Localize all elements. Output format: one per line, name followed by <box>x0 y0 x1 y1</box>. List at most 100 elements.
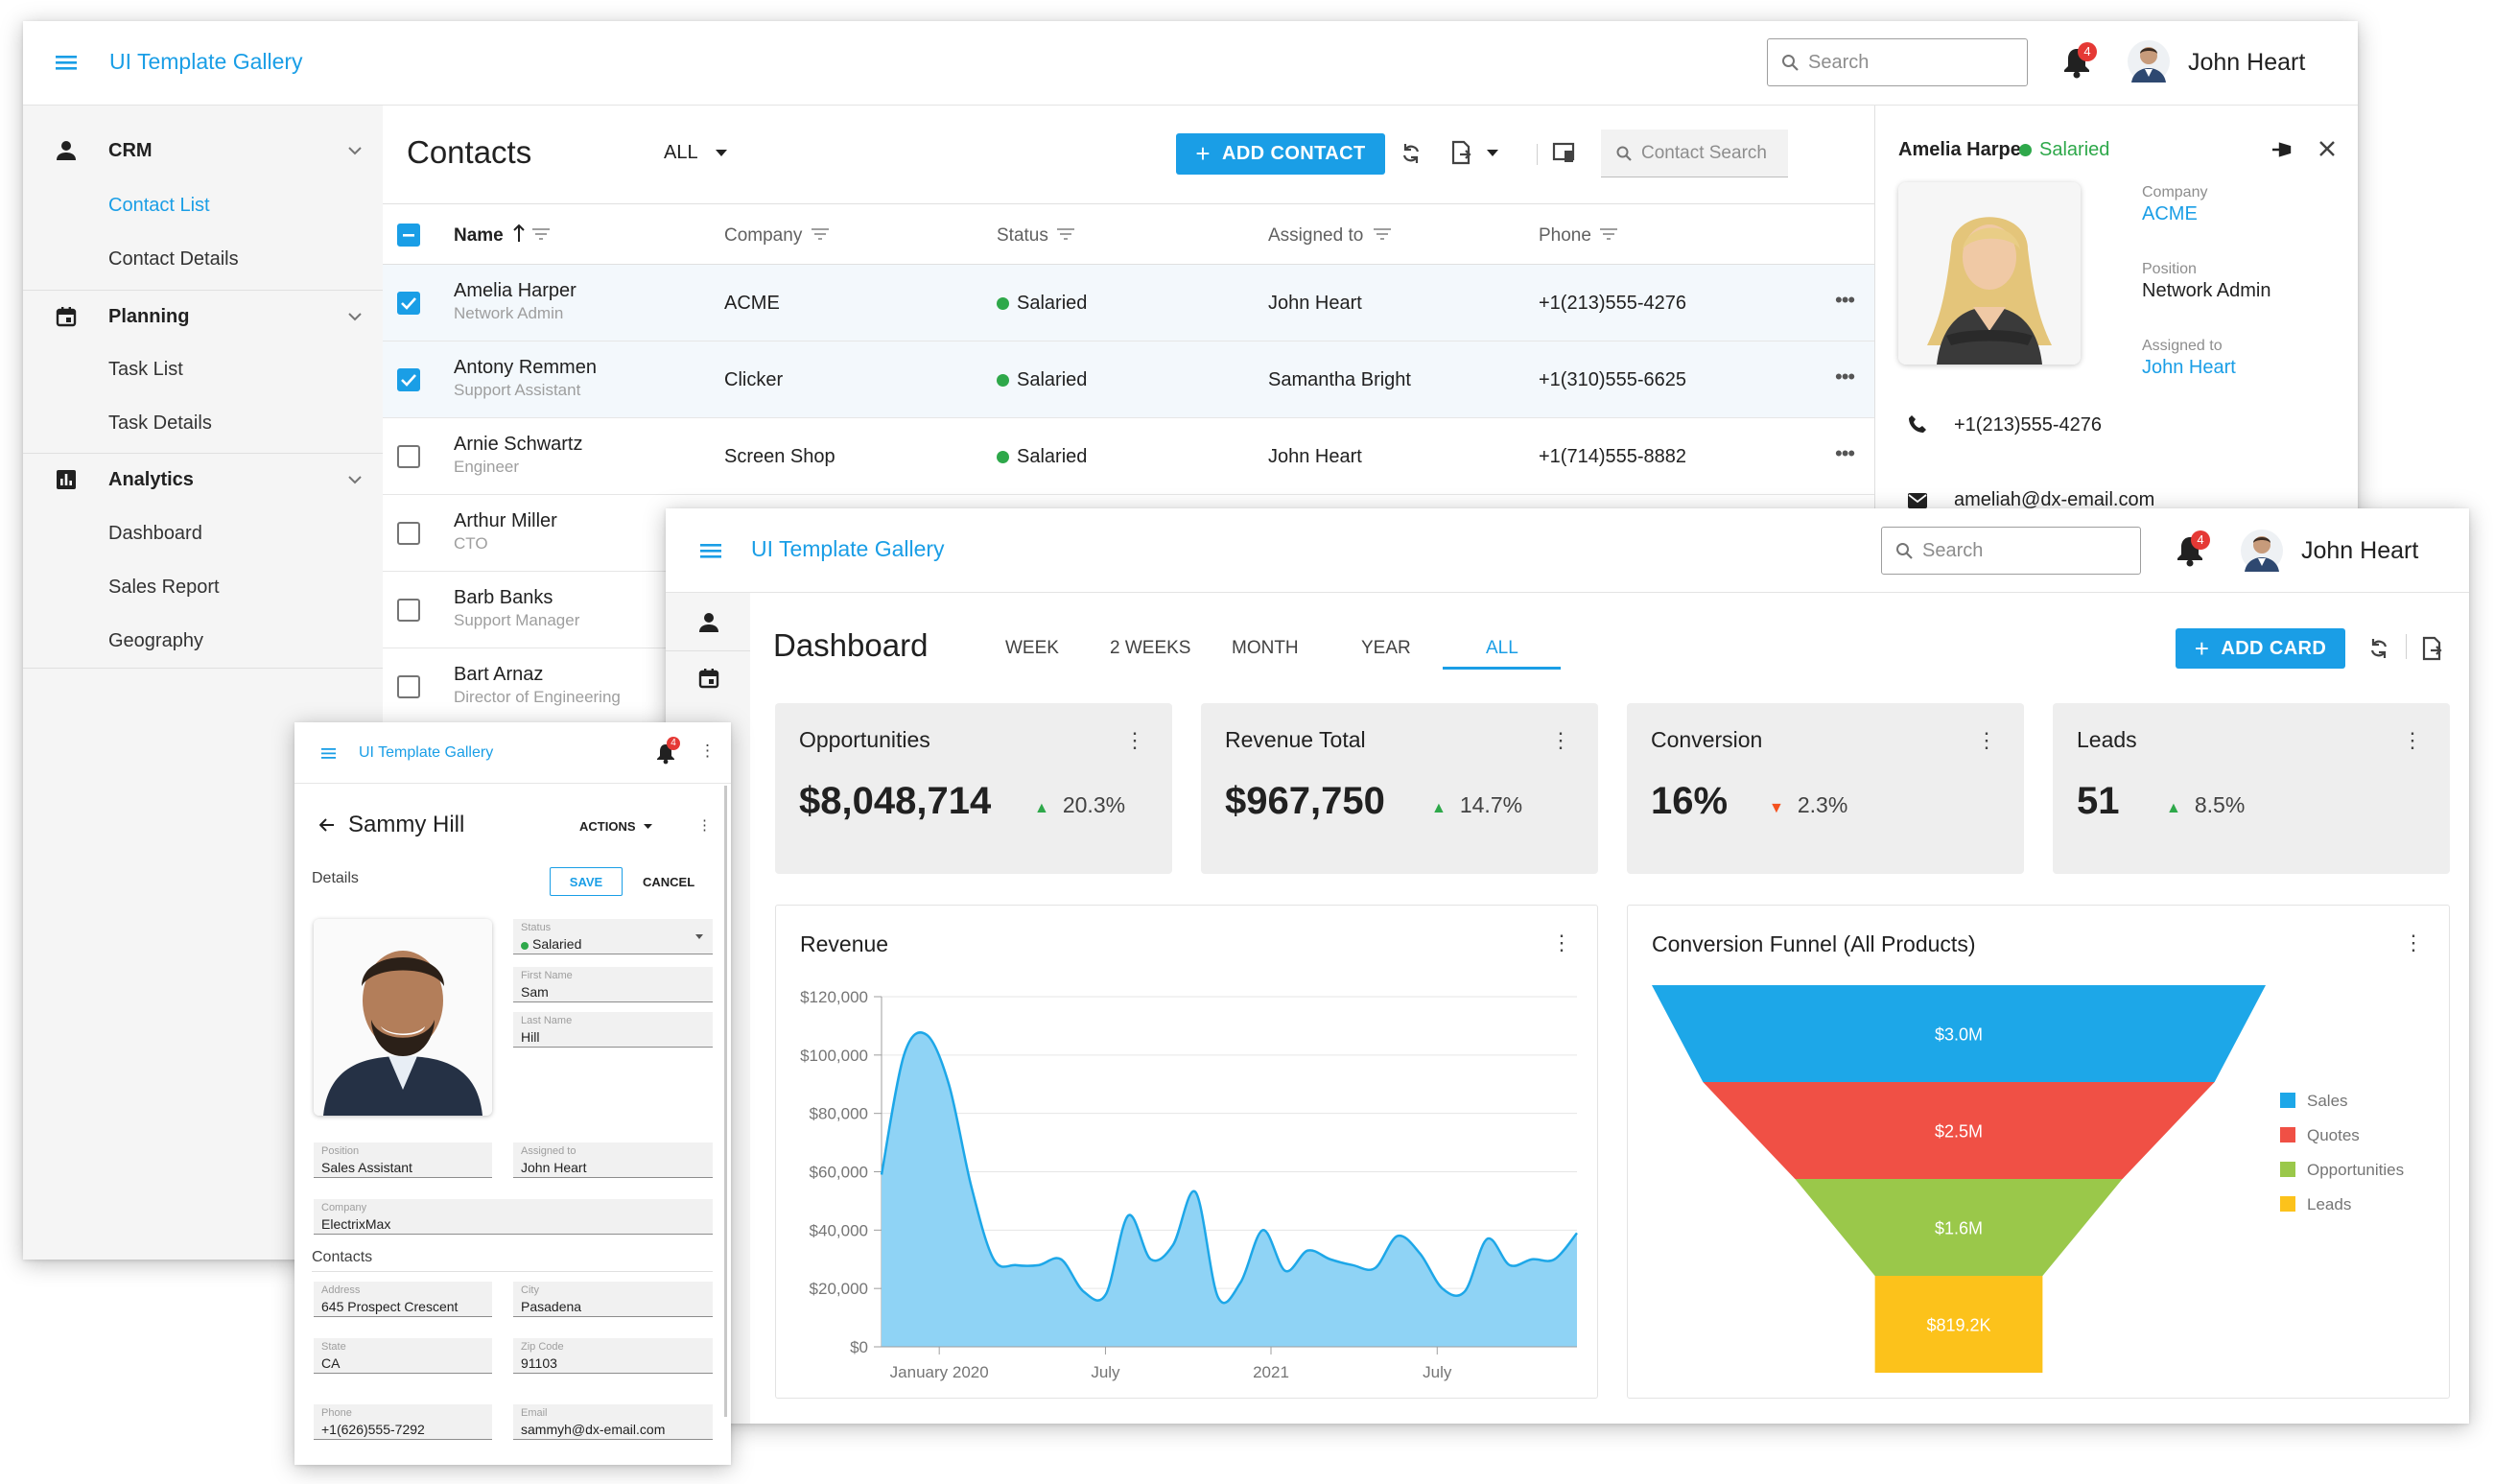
kpi-card-opportunities[interactable]: Opportunities ⋮ $8,048,714 ▲ 20.3% <box>775 703 1172 874</box>
tab-year[interactable]: YEAR <box>1361 638 1411 658</box>
refresh-icon[interactable] <box>2368 638 2389 659</box>
tab-week[interactable]: WEEK <box>1005 638 1059 658</box>
filter-icon[interactable] <box>1374 228 1391 240</box>
assigned-link[interactable]: John Heart <box>2142 357 2236 378</box>
more-horizontal-icon[interactable]: ••• <box>1835 365 1855 389</box>
state-field[interactable]: State CA <box>314 1338 492 1374</box>
user-name[interactable]: John Heart <box>2301 537 2419 564</box>
row-checkbox[interactable] <box>397 522 420 545</box>
more-vertical-icon[interactable]: ⋮ <box>1976 728 1997 752</box>
save-button[interactable]: SAVE <box>550 867 623 896</box>
panel-phone[interactable]: +1(213)555-4276 <box>1954 414 2103 436</box>
filter-icon[interactable] <box>532 228 550 240</box>
menu-icon[interactable] <box>321 747 336 760</box>
row-checkbox[interactable] <box>397 368 420 391</box>
actions-dropdown[interactable]: ACTIONS <box>579 819 652 834</box>
company-field[interactable]: Company ElectrixMax <box>314 1199 713 1235</box>
row-checkbox[interactable] <box>397 445 420 468</box>
filter-icon[interactable] <box>1057 228 1074 240</box>
kpi-card-leads[interactable]: Leads ⋮ 51 ▲ 8.5% <box>2053 703 2450 874</box>
address-field[interactable]: Address 645 Prospect Crescent <box>314 1282 492 1317</box>
column-header-phone[interactable]: Phone <box>1539 225 1591 246</box>
funnel-value-label: $1.6M <box>1935 1219 1983 1238</box>
assigned-field[interactable]: Assigned to John Heart <box>513 1142 713 1178</box>
calendar-icon[interactable] <box>698 668 719 689</box>
add-contact-button[interactable]: + ADD CONTACT <box>1176 133 1385 175</box>
more-vertical-icon[interactable]: ⋮ <box>2402 728 2423 752</box>
funnel-value-label: $3.0M <box>1935 1025 1983 1045</box>
last-name-field[interactable]: Last Name Hill <box>513 1012 713 1048</box>
sidebar-item-contact-list[interactable]: Contact List <box>108 195 210 216</box>
more-vertical-icon[interactable]: ⋮ <box>699 742 716 760</box>
sidebar-item-dashboard[interactable]: Dashboard <box>108 523 202 544</box>
more-vertical-icon[interactable]: ⋮ <box>1550 728 1571 752</box>
kpi-card-revenue-total[interactable]: Revenue Total ⋮ $967,750 ▲ 14.7% <box>1201 703 1598 874</box>
more-vertical-icon[interactable]: ⋮ <box>1124 728 1145 752</box>
tab-month[interactable]: MONTH <box>1232 638 1299 658</box>
sidebar-group-crm[interactable]: CRM <box>23 125 383 177</box>
column-header-name[interactable]: Name <box>454 225 504 246</box>
email-field[interactable]: Email sammyh@dx-email.com <box>513 1404 713 1440</box>
filter-dropdown[interactable]: ALL <box>664 142 727 164</box>
table-row[interactable]: Arnie Schwartz Engineer Screen Shop Sala… <box>383 418 1874 495</box>
row-checkbox[interactable] <box>397 599 420 622</box>
column-chooser-icon[interactable] <box>1552 141 1575 164</box>
column-header-status[interactable]: Status <box>997 225 1048 246</box>
row-checkbox[interactable] <box>397 292 420 315</box>
sort-up-icon[interactable] <box>512 223 526 244</box>
contact-search-input[interactable]: Contact Search <box>1601 130 1788 177</box>
more-horizontal-icon[interactable]: ••• <box>1835 441 1855 465</box>
user-name[interactable]: John Heart <box>2188 49 2306 76</box>
export-icon[interactable] <box>2421 636 2442 661</box>
kpi-card-conversion[interactable]: Conversion ⋮ 16% ▼ 2.3% <box>1627 703 2024 874</box>
refresh-icon[interactable] <box>1400 143 1422 164</box>
sidebar-item-task-list[interactable]: Task List <box>108 359 183 380</box>
search-input[interactable]: Search <box>1881 527 2141 575</box>
panel-email[interactable]: ameliah@dx-email.com <box>1954 489 2155 510</box>
filter-icon[interactable] <box>1600 228 1617 240</box>
sidebar-item-task-details[interactable]: Task Details <box>108 412 212 434</box>
city-field[interactable]: City Pasadena <box>513 1282 713 1317</box>
more-horizontal-icon[interactable]: ••• <box>1835 288 1855 312</box>
person-icon[interactable] <box>698 612 719 633</box>
row-checkbox[interactable] <box>397 675 420 698</box>
position-field[interactable]: Position Sales Assistant <box>314 1142 492 1178</box>
company-link[interactable]: ACME <box>2142 203 2198 224</box>
more-vertical-icon[interactable]: ⋮ <box>1551 930 1572 954</box>
table-row[interactable]: Antony Remmen Support Assistant Clicker … <box>383 342 1874 418</box>
column-header-company[interactable]: Company <box>724 225 803 246</box>
sidebar-group-analytics[interactable]: Analytics <box>23 454 383 506</box>
menu-icon[interactable] <box>56 53 77 72</box>
select-all-checkbox[interactable] <box>397 224 420 247</box>
sidebar-group-planning[interactable]: Planning <box>23 291 383 343</box>
table-row[interactable]: Amelia Harper Network Admin ACME Salarie… <box>383 265 1874 342</box>
mobile-header: UI Template Gallery 4 ⋮ <box>294 722 731 784</box>
avatar[interactable] <box>2241 530 2283 572</box>
menu-icon[interactable] <box>700 541 721 560</box>
zip-field[interactable]: Zip Code 91103 <box>513 1338 713 1374</box>
cancel-button[interactable]: CANCEL <box>643 875 695 889</box>
more-vertical-icon[interactable]: ⋮ <box>2403 930 2424 954</box>
tab-all[interactable]: ALL <box>1486 638 1518 658</box>
avatar[interactable] <box>2128 40 2170 82</box>
export-dropdown[interactable] <box>1450 140 1498 165</box>
add-card-button[interactable]: + ADD CARD <box>2176 628 2345 669</box>
sidebar-item-geography[interactable]: Geography <box>108 630 203 651</box>
first-name-field[interactable]: First Name Sam <box>513 967 713 1002</box>
scrollbar[interactable] <box>724 786 727 1417</box>
back-arrow-icon[interactable] <box>319 818 335 832</box>
mobile-window: UI Template Gallery 4 ⋮ Sammy Hill ACTIO… <box>294 722 731 1465</box>
column-header-assigned[interactable]: Assigned to <box>1268 225 1364 246</box>
sidebar-item-sales-report[interactable]: Sales Report <box>108 577 220 598</box>
search-input[interactable]: Search <box>1767 38 2028 86</box>
close-icon[interactable] <box>2318 140 2336 157</box>
search-placeholder: Search <box>1808 51 1870 73</box>
sidebar-item-contact-details[interactable]: Contact Details <box>108 248 239 270</box>
status-field[interactable]: Status Salaried <box>513 919 713 954</box>
more-vertical-icon[interactable]: ⋮ <box>697 817 712 834</box>
tab-2-weeks[interactable]: 2 WEEKS <box>1110 638 1191 658</box>
filter-icon[interactable] <box>812 228 829 240</box>
pin-icon[interactable] <box>2270 140 2292 159</box>
app-title: UI Template Gallery <box>109 49 303 74</box>
phone-field[interactable]: Phone +1(626)555-7292 <box>314 1404 492 1440</box>
